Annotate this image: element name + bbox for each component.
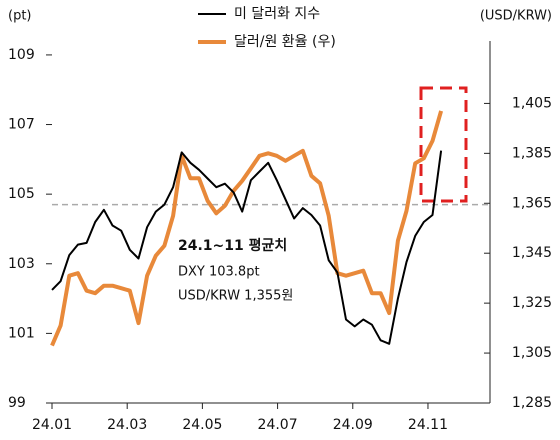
- y-tick-label: 109: [8, 47, 35, 63]
- series-line: [50, 110, 444, 347]
- y-unit-label: (pt): [8, 9, 32, 24]
- y2-tick-label: 1,385: [512, 145, 552, 161]
- y2-unit-label: (USD/KRW): [480, 9, 552, 24]
- annotation-line: USD/KRW 1,355원: [178, 289, 293, 304]
- x-tick-label: 24.05: [182, 417, 222, 433]
- x-tick-label: 24.03: [107, 417, 147, 433]
- y-tick-label: 107: [8, 117, 35, 133]
- y2-tick-label: 1,305: [512, 345, 552, 361]
- annotation-title: 24.1~11 평균치: [178, 237, 287, 254]
- y2-tick-label: 1,325: [512, 295, 552, 311]
- y2-tick-label: 1,365: [512, 195, 552, 211]
- y-tick-label: 99: [8, 395, 26, 411]
- y-tick-label: 103: [8, 256, 35, 272]
- highlight-box: [419, 86, 468, 203]
- legend-label: 미 달러화 지수: [234, 6, 320, 22]
- annotation-line: DXY 103.8pt: [178, 265, 260, 280]
- x-tick-label: 24.01: [32, 417, 72, 433]
- x-tick-label: 24.07: [258, 417, 298, 433]
- x-tick-label: 24.11: [408, 417, 448, 433]
- legend-label: 달러/원 환율 (우): [234, 34, 336, 50]
- x-tick-label: 24.09: [333, 417, 373, 433]
- y-tick-label: 105: [8, 186, 35, 202]
- y-tick-label: 101: [8, 325, 35, 341]
- y2-tick-label: 1,285: [512, 395, 552, 411]
- y2-tick-label: 1,405: [512, 95, 552, 111]
- series-line: [51, 150, 443, 345]
- y2-tick-label: 1,345: [512, 245, 552, 261]
